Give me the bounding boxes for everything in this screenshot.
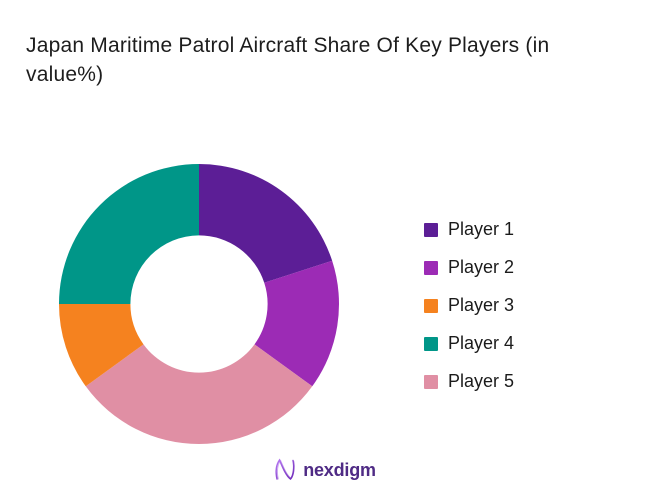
legend-label-player-5: Player 5: [448, 371, 515, 391]
chart-title: Japan Maritime Patrol Aircraft Share Of …: [26, 34, 550, 86]
donut-chart: [54, 159, 344, 449]
legend-label-player-3: Player 3: [448, 295, 515, 315]
legend-swatch-player-2: [424, 260, 438, 275]
donut-slice-player-1: [199, 164, 333, 283]
brand-footer: nexdigm: [0, 457, 649, 483]
chart-legend: Player 1 Player 2 Player 3 Player 4 Player 5: [424, 219, 514, 409]
brand-name: nexdigm: [303, 459, 376, 480]
legend-item-player-1: Player 1: [424, 219, 514, 240]
legend-label-player-4: Player 4: [448, 333, 515, 353]
legend-item-player-5: Player 5: [424, 371, 514, 392]
legend-item-player-3: Player 3: [424, 295, 514, 316]
donut-slice-player-2: [254, 260, 340, 387]
legend-swatch-player-5: [424, 374, 438, 389]
legend-label-player-2: Player 2: [448, 257, 515, 277]
legend-item-player-4: Player 4: [424, 333, 514, 354]
donut-chart-svg: [59, 164, 340, 444]
donut-slice-player-5: [85, 344, 313, 444]
legend-swatch-player-4: [424, 336, 438, 351]
legend-label-player-1: Player 1: [448, 219, 515, 239]
donut-slice-player-4: [59, 164, 199, 304]
legend-swatch-player-1: [424, 222, 438, 237]
donut-slice-player-3: [59, 304, 144, 387]
legend-swatch-player-3: [424, 298, 438, 313]
nexdigm-logo-icon: [273, 457, 297, 483]
legend-item-player-2: Player 2: [424, 257, 514, 278]
